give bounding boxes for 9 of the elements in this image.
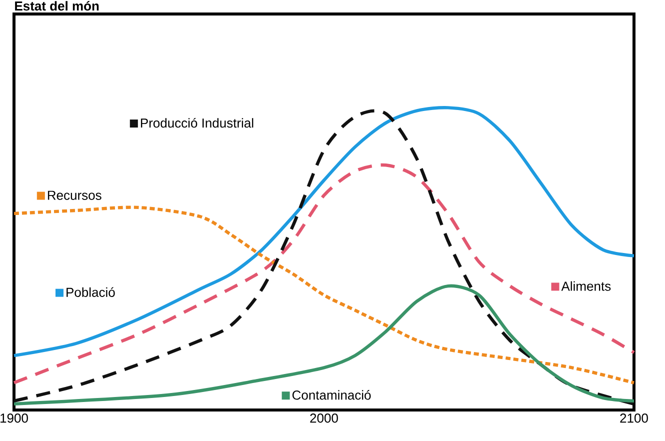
legend-label: Contaminació [292, 390, 371, 400]
legend-label: Producció Industrial [140, 118, 254, 128]
legend-label: Població [66, 287, 115, 297]
x-tick-label: 2100 [620, 414, 648, 423]
x-tick-label: 2000 [310, 414, 338, 423]
legend-label: Recursos [48, 190, 102, 200]
x-tick-label: 1900 [0, 414, 28, 423]
legend-label: Aliments [561, 281, 611, 291]
chart-title: Estat del món [15, 0, 99, 11]
